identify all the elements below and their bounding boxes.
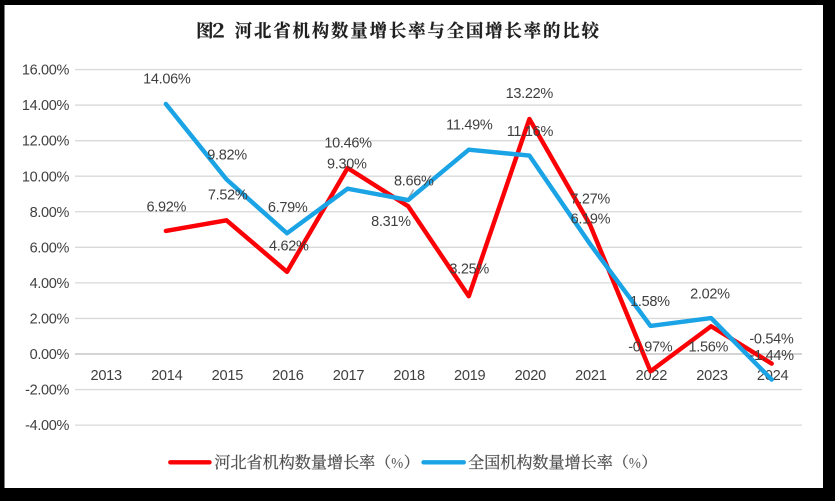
svg-text:2020: 2020 [515,368,547,384]
svg-text:-0.97%: -0.97% [628,340,673,356]
svg-text:8.31%: 8.31% [371,214,411,230]
svg-text:9.30%: 9.30% [327,156,367,172]
svg-text:-2.00%: -2.00% [25,383,69,399]
svg-text:-1.44%: -1.44% [750,348,795,364]
svg-text:6.19%: 6.19% [571,212,611,228]
svg-text:11.16%: 11.16% [507,124,554,140]
svg-text:2.02%: 2.02% [690,286,730,302]
svg-text:2013: 2013 [90,368,122,384]
svg-text:12.00%: 12.00% [22,134,70,150]
svg-text:8.00%: 8.00% [30,205,70,221]
svg-text:6.00%: 6.00% [30,240,70,256]
svg-text:9.82%: 9.82% [207,147,247,163]
svg-text:2019: 2019 [454,368,486,384]
svg-text:7.27%: 7.27% [570,192,610,208]
svg-text:2015: 2015 [212,368,244,384]
svg-text:3.25%: 3.25% [449,262,489,278]
svg-text:6.92%: 6.92% [146,199,186,215]
svg-text:6.79%: 6.79% [268,200,308,216]
svg-text:-0.54%: -0.54% [749,331,794,347]
svg-text:10.00%: 10.00% [22,169,70,185]
svg-text:-4.00%: -4.00% [25,418,69,434]
svg-text:7.52%: 7.52% [208,188,248,204]
svg-text:1.56%: 1.56% [688,340,728,356]
svg-text:14.06%: 14.06% [143,71,191,87]
svg-text:2.00%: 2.00% [30,312,70,328]
svg-text:2022: 2022 [636,368,668,384]
svg-text:2016: 2016 [272,368,304,384]
svg-text:13.22%: 13.22% [506,86,554,102]
svg-text:2018: 2018 [393,368,425,384]
svg-text:1.58%: 1.58% [630,294,670,310]
svg-text:2017: 2017 [333,368,365,384]
svg-text:14.00%: 14.00% [22,98,70,114]
svg-text:10.46%: 10.46% [324,136,372,152]
svg-text:4.62%: 4.62% [269,239,309,255]
svg-text:4.00%: 4.00% [30,276,70,292]
svg-text:0.00%: 0.00% [30,347,70,363]
svg-text:2023: 2023 [696,368,728,384]
svg-text:11.49%: 11.49% [446,117,493,133]
svg-text:2014: 2014 [151,368,183,384]
svg-text:8.66%: 8.66% [394,173,434,189]
svg-text:16.00%: 16.00% [22,63,70,79]
svg-text:2021: 2021 [575,368,607,384]
